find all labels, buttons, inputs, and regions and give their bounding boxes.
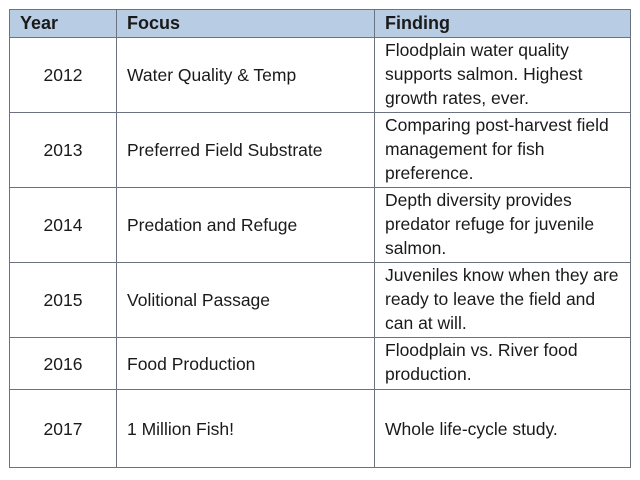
cell-focus: Food Production xyxy=(116,337,375,390)
cell-finding: Floodplain water quality supports salmon… xyxy=(374,37,631,113)
cell-finding: Depth diversity provides predator refuge… xyxy=(374,187,631,263)
table-header-row: Year Focus Finding xyxy=(9,9,631,38)
cell-year: 2015 xyxy=(9,262,117,338)
table-row: 2014 Predation and Refuge Depth diversit… xyxy=(9,187,631,263)
cell-finding: Whole life-cycle study. xyxy=(374,389,631,468)
header-finding: Finding xyxy=(374,9,631,38)
cell-finding: Floodplain vs. River food production. xyxy=(374,337,631,390)
cell-focus: Preferred Field Substrate xyxy=(116,112,375,188)
cell-focus: Volitional Passage xyxy=(116,262,375,338)
research-table: Year Focus Finding 2012 Water Quality & … xyxy=(9,9,631,468)
cell-focus: Predation and Refuge xyxy=(116,187,375,263)
header-focus: Focus xyxy=(116,9,375,38)
table-row: 2017 1 Million Fish! Whole life-cycle st… xyxy=(9,389,631,468)
table-row: 2012 Water Quality & Temp Floodplain wat… xyxy=(9,37,631,113)
table-row: 2015 Volitional Passage Juveniles know w… xyxy=(9,262,631,338)
cell-year: 2014 xyxy=(9,187,117,263)
research-table-container: Year Focus Finding 2012 Water Quality & … xyxy=(9,9,631,468)
table-row: 2013 Preferred Field Substrate Comparing… xyxy=(9,112,631,188)
cell-finding: Juveniles know when they are ready to le… xyxy=(374,262,631,338)
cell-year: 2013 xyxy=(9,112,117,188)
cell-year: 2016 xyxy=(9,337,117,390)
cell-focus: 1 Million Fish! xyxy=(116,389,375,468)
cell-focus: Water Quality & Temp xyxy=(116,37,375,113)
cell-finding: Comparing post-harvest field management … xyxy=(374,112,631,188)
header-year: Year xyxy=(9,9,117,38)
cell-year: 2017 xyxy=(9,389,117,468)
table-row: 2016 Food Production Floodplain vs. Rive… xyxy=(9,337,631,390)
cell-year: 2012 xyxy=(9,37,117,113)
